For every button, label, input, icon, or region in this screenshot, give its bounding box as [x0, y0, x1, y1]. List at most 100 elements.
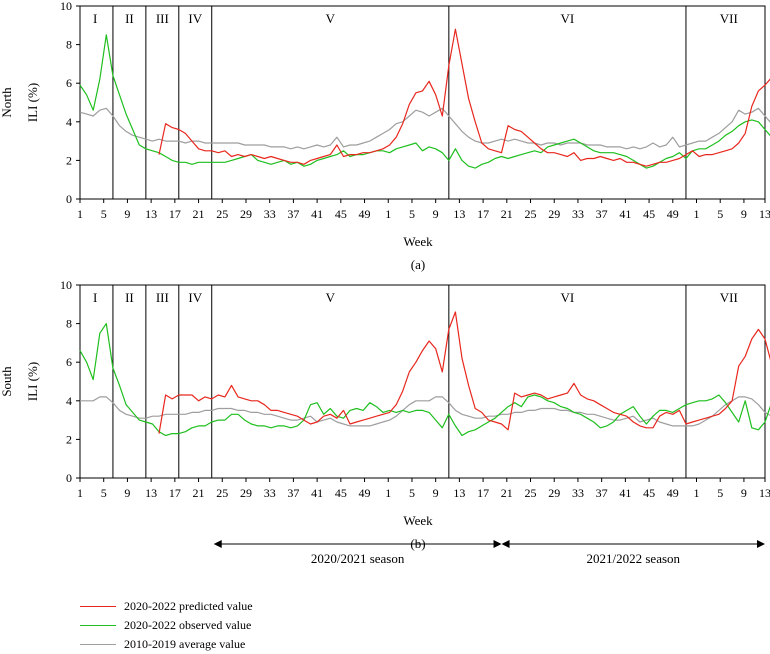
x-tick-label: 37	[596, 486, 608, 500]
legend: 2020-2022 predicted value 2020-2022 obse…	[80, 597, 253, 654]
y-axis-label: ILI (%)	[25, 362, 40, 401]
series-line	[79, 323, 770, 437]
x-tick-label: 49	[359, 486, 371, 500]
legend-label-observed: 2020-2022 observed value	[124, 618, 252, 632]
y-tick-label: 2	[66, 153, 72, 167]
season-arrow-head-left	[501, 540, 510, 548]
x-tick-label: 29	[240, 207, 252, 221]
x-tick-label: 9	[433, 486, 439, 500]
x-tick-label: 21	[193, 207, 205, 221]
y-tick-label: 10	[60, 0, 72, 13]
season-label: 2021/2022 season	[587, 551, 681, 566]
panel-south: 0 2 4 6 8 10 1 5 9 13 17 21 25 29 33 37 41 45 49 1 5 9 13 17 21 2…	[0, 278, 770, 551]
season-label: 2020/2021 season	[311, 551, 405, 566]
x-tick-label: 17	[169, 207, 181, 221]
y-tick-label: 6	[66, 355, 72, 369]
season-arrow-head-left	[213, 540, 222, 548]
x-tick-label: 13	[759, 486, 770, 500]
x-tick-label: 1	[385, 486, 391, 500]
season-arrow-head-right	[757, 540, 765, 548]
series-line	[79, 107, 770, 150]
legend-swatch-predicted	[80, 606, 116, 607]
x-tick-label: 41	[311, 207, 323, 221]
x-axis-label: Week	[403, 513, 433, 528]
x-tick-label: 45	[643, 207, 655, 221]
y-tick-label: 4	[66, 394, 72, 408]
x-tick-label: 33	[572, 207, 584, 221]
x-tick-label: 49	[359, 207, 371, 221]
x-tick-label: 49	[667, 486, 679, 500]
x-tick-label: 41	[619, 486, 631, 500]
period-label: II	[125, 11, 134, 26]
x-tick-label: 5	[101, 207, 107, 221]
period-label: VI	[561, 11, 575, 26]
period-label: I	[93, 11, 97, 26]
x-tick-label: 5	[717, 486, 723, 500]
y-tick-label: 8	[66, 317, 72, 331]
x-tick-label: 29	[240, 486, 252, 500]
x-tick-label: 25	[525, 486, 537, 500]
period-label: VII	[720, 11, 738, 26]
x-tick-label: 5	[717, 207, 723, 221]
x-axis-label: Week	[403, 234, 433, 249]
x-tick-label: 13	[145, 486, 157, 500]
x-tick-label: 5	[101, 486, 107, 500]
x-tick-label: 21	[501, 207, 513, 221]
season-arrow-head-right	[493, 540, 502, 548]
x-tick-label: 1	[694, 486, 700, 500]
y-tick-label: 0	[66, 471, 72, 485]
legend-item-predicted: 2020-2022 predicted value	[80, 597, 253, 616]
x-tick-label: 25	[525, 207, 537, 221]
x-tick-label: 1	[77, 207, 83, 221]
x-tick-label: 17	[477, 486, 489, 500]
x-tick-label: 25	[216, 486, 228, 500]
x-tick-label: 21	[193, 486, 205, 500]
x-tick-label: 9	[124, 486, 130, 500]
period-label: VII	[720, 290, 738, 305]
x-tick-label: 45	[335, 207, 347, 221]
legend-label-average: 2010-2019 average value	[124, 637, 246, 651]
series-line	[80, 396, 770, 427]
period-label: V	[326, 290, 336, 305]
x-tick-label: 17	[169, 486, 181, 500]
y-axis-label: ILI (%)	[25, 83, 40, 122]
x-tick-label: 9	[124, 207, 130, 221]
x-tick-label: 25	[216, 207, 228, 221]
plot-frame	[79, 284, 766, 479]
legend-swatch-average	[80, 644, 116, 645]
x-tick-label: 1	[694, 207, 700, 221]
x-tick-label: 33	[264, 207, 276, 221]
plot-frame	[79, 5, 766, 200]
x-tick-label: 29	[548, 486, 560, 500]
x-tick-label: 33	[572, 486, 584, 500]
y-tick-label: 6	[66, 76, 72, 90]
x-tick-label: 21	[501, 486, 513, 500]
legend-item-observed: 2020-2022 observed value	[80, 616, 253, 635]
x-tick-label: 13	[453, 486, 465, 500]
panel-label: (a)	[411, 257, 425, 272]
period-label: I	[93, 290, 97, 305]
y-tick-label: 10	[60, 278, 72, 292]
x-tick-label: 33	[264, 486, 276, 500]
legend-label-predicted: 2020-2022 predicted value	[124, 599, 253, 613]
series-line	[158, 28, 770, 167]
y-tick-label: 0	[66, 192, 72, 206]
x-tick-label: 41	[619, 207, 631, 221]
x-tick-label: 37	[596, 207, 608, 221]
region-label: South	[0, 366, 14, 397]
period-label: IV	[188, 11, 202, 26]
y-tick-label: 8	[66, 38, 72, 52]
x-tick-label: 13	[453, 207, 465, 221]
x-tick-label: 9	[741, 486, 747, 500]
period-label: III	[156, 11, 169, 26]
period-label: IV	[188, 290, 202, 305]
x-tick-label: 9	[741, 207, 747, 221]
x-tick-label: 45	[335, 486, 347, 500]
period-label: V	[326, 11, 336, 26]
series-line	[158, 311, 770, 434]
season-arrows: 2020/2021 season 2021/2022 season	[213, 540, 765, 566]
y-tick-label: 2	[66, 432, 72, 446]
x-tick-label: 1	[385, 207, 391, 221]
period-label: VI	[561, 290, 575, 305]
